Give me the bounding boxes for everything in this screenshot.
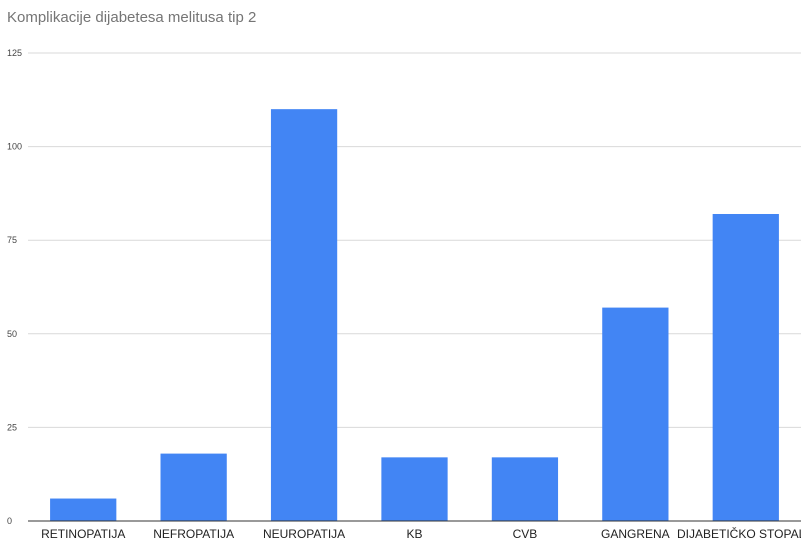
x-category-label: GANGRENA: [601, 527, 670, 541]
x-category-label: NEFROPATIJA: [153, 527, 234, 541]
bar: [270, 109, 338, 521]
bar: [712, 213, 779, 521]
y-tick-label: 100: [7, 142, 22, 152]
y-tick-label: 125: [7, 48, 22, 58]
bar: [491, 457, 559, 521]
y-tick-label: 0: [7, 516, 12, 526]
y-tick-label: 25: [7, 422, 17, 432]
bar: [50, 498, 117, 521]
y-tick-label: 75: [7, 235, 17, 245]
bar: [381, 457, 448, 521]
x-category-label: KB: [406, 527, 422, 541]
bar: [602, 307, 669, 521]
x-category-label: DIJABETIČKO STOPALO: [677, 526, 801, 541]
bar: [160, 453, 227, 521]
y-tick-label: 50: [7, 329, 17, 339]
x-category-label: NEUROPATIJA: [263, 527, 345, 541]
x-category-label: CVB: [513, 527, 538, 541]
x-category-label: RETINOPATIJA: [41, 527, 125, 541]
chart-title: Komplikacije dijabetesa melitusa tip 2: [7, 9, 257, 26]
